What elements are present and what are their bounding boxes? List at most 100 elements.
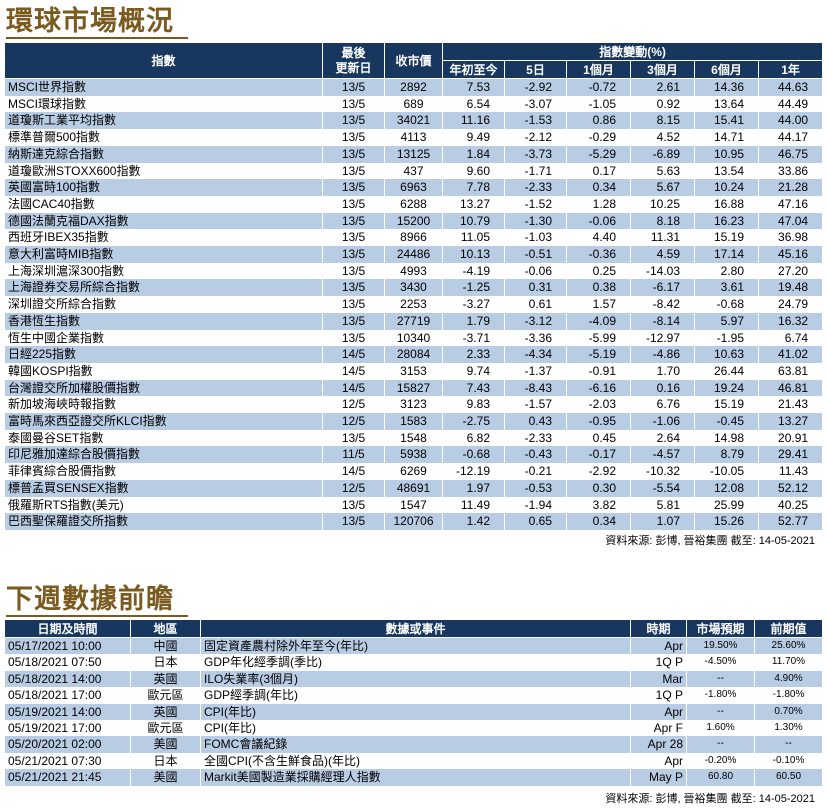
3m-change: 5.63 [630,162,695,180]
close-price: 24486 [384,246,443,263]
calendar-title: 下週數據前瞻 [6,584,174,614]
updated-date: 14/5 [322,346,385,363]
event-forecast: -- [686,670,755,688]
1m-change: -0.29 [566,129,631,146]
1m-change: -0.36 [566,246,631,263]
6m-change: 8.79 [694,446,759,464]
event-previous: 1.30% [754,720,823,737]
3m-change: -6.17 [630,279,695,297]
close-price: 437 [384,162,443,180]
event-period: Apr [630,637,687,655]
event-period: Apr [630,703,687,721]
index-name: 上海深圳滬深300指數 [4,262,323,280]
updated-date: 14/5 [322,362,385,380]
event-name: GDP經季調(年比) [200,687,631,704]
event-region: 英國 [130,670,201,688]
5d-change: -2.92 [504,78,567,96]
3m-change: -8.14 [630,312,695,330]
ytd-change: 10.79 [442,212,505,230]
5d-change: 0.43 [504,413,567,430]
close-price: 1548 [384,429,443,447]
ytd-change: 9.83 [442,396,505,414]
event-datetime: 05/18/2021 17:00 [4,687,131,704]
index-name: 標準普爾500指數 [4,129,323,146]
close-price: 15200 [384,212,443,230]
3m-change: -6.89 [630,145,695,163]
event-forecast: -- [686,736,755,753]
event-period: May P [630,769,687,786]
updated-date: 13/5 [322,246,385,263]
close-price: 5938 [384,446,443,464]
3m-change: -5.54 [630,479,695,497]
1m-change: 1.28 [566,195,631,213]
close-price: 48691 [384,479,443,497]
updated-date: 13/5 [322,129,385,146]
event-forecast: -1.80% [686,687,755,704]
table-row: 意大利富時MIB指數 13/5 24486 10.13 -0.51 -0.36 4.59 17… [4,246,824,263]
6m-change: 25.99 [694,496,759,514]
market-overview-title: 環球市場概況 [6,6,174,36]
5d-change: -0.51 [504,246,567,263]
event-previous: -- [754,736,823,753]
6m-change: 15.41 [694,112,759,130]
table-row: 香港恆生指數 13/5 27719 1.79 -3.12 -4.09 -8.14 5.97 16… [4,312,824,330]
1y-change: 45.16 [757,246,824,263]
3m-change: -8.42 [630,296,695,313]
6m-change: -0.68 [694,296,759,313]
index-name: 菲律賓綜合股價指數 [4,463,323,480]
ytd-change: 7.43 [442,379,505,397]
ytd-change: 9.60 [442,162,505,180]
updated-date: 14/5 [322,379,385,397]
1m-change: -0.17 [566,446,631,464]
table-row: 印尼雅加達綜合股價指數 11/5 5938 -0.68 -0.43 -0.17 -4.57 8… [4,446,824,464]
6m-change: 10.63 [694,346,759,363]
table-row: 標準普爾500指數 13/5 4113 9.49 -2.12 -0.29 4.52 14.71… [4,129,824,146]
table-row: 納斯達克綜合指數 13/5 13125 1.84 -3.73 -5.29 -6.89 10.9… [4,145,824,163]
index-name: 韓國KOSPI指數 [4,362,323,380]
close-price: 13125 [384,145,443,163]
close-price: 1583 [384,413,443,430]
ytd-change: -1.25 [442,279,505,297]
table-row: 菲律賓綜合股價指數 14/5 6269 -12.19 -0.21 -2.92 -10.32-… [4,463,824,480]
5d-change: -1.37 [504,362,567,380]
event-previous: -1.80% [754,687,823,704]
event-region: 中國 [130,637,201,655]
event-name: FOMC會議紀錄 [200,736,631,753]
6m-change: 16.88 [694,195,759,213]
table-row: 05/21/2021 07:30 日本 全國CPI(不含生鮮食品)(年比) Apr -0… [4,752,823,770]
table-row: 05/21/2021 21:45 美國 Markit美國製造業採購經理人指數 May … [4,769,823,786]
1m-change: 0.34 [566,179,631,196]
1y-change: 29.41 [757,446,824,464]
index-name: 俄羅斯RTS指數(美元) [4,496,323,514]
index-name: 台灣證交所加權股價指數 [4,379,323,397]
table-row: 台灣證交所加權股價指數 14/5 15827 7.43 -8.43 -6.16 0.16 19… [4,379,824,397]
event-period: Apr F [630,720,687,737]
1m-change: 0.45 [566,429,631,447]
updated-date: 13/5 [322,312,385,330]
3m-change: 11.31 [630,229,695,247]
updated-date: 13/5 [322,162,385,180]
table-row: 英國富時100指數 13/5 6963 7.78 -2.33 0.34 5.67 10.24 2… [4,179,824,196]
table-row: 富時馬來西亞證交所KLCI指數 12/5 1583 -2.75 0.43 -0.95 -1.… [4,413,824,430]
1y-change: 47.16 [757,195,824,213]
3m-change: 5.67 [630,179,695,196]
close-price: 34021 [384,112,443,130]
6m-change: 15.19 [694,229,759,247]
1m-change: -5.99 [566,329,631,347]
event-datetime: 05/18/2021 14:00 [4,670,131,688]
1y-change: 47.04 [757,212,824,230]
ytd-change: -0.68 [442,446,505,464]
updated-date: 13/5 [322,429,385,447]
header-previous: 前期值 [754,619,823,638]
close-price: 120706 [384,513,443,530]
event-forecast: -0.20% [686,752,755,770]
ytd-change: 1.84 [442,145,505,163]
updated-date: 12/5 [322,396,385,414]
close-price: 689 [384,95,443,113]
header-1y: 1年 [757,60,824,79]
1m-change: -1.05 [566,95,631,113]
updated-date: 12/5 [322,413,385,430]
updated-date: 11/5 [322,446,385,464]
close-price: 3430 [384,279,443,297]
3m-change: -4.57 [630,446,695,464]
